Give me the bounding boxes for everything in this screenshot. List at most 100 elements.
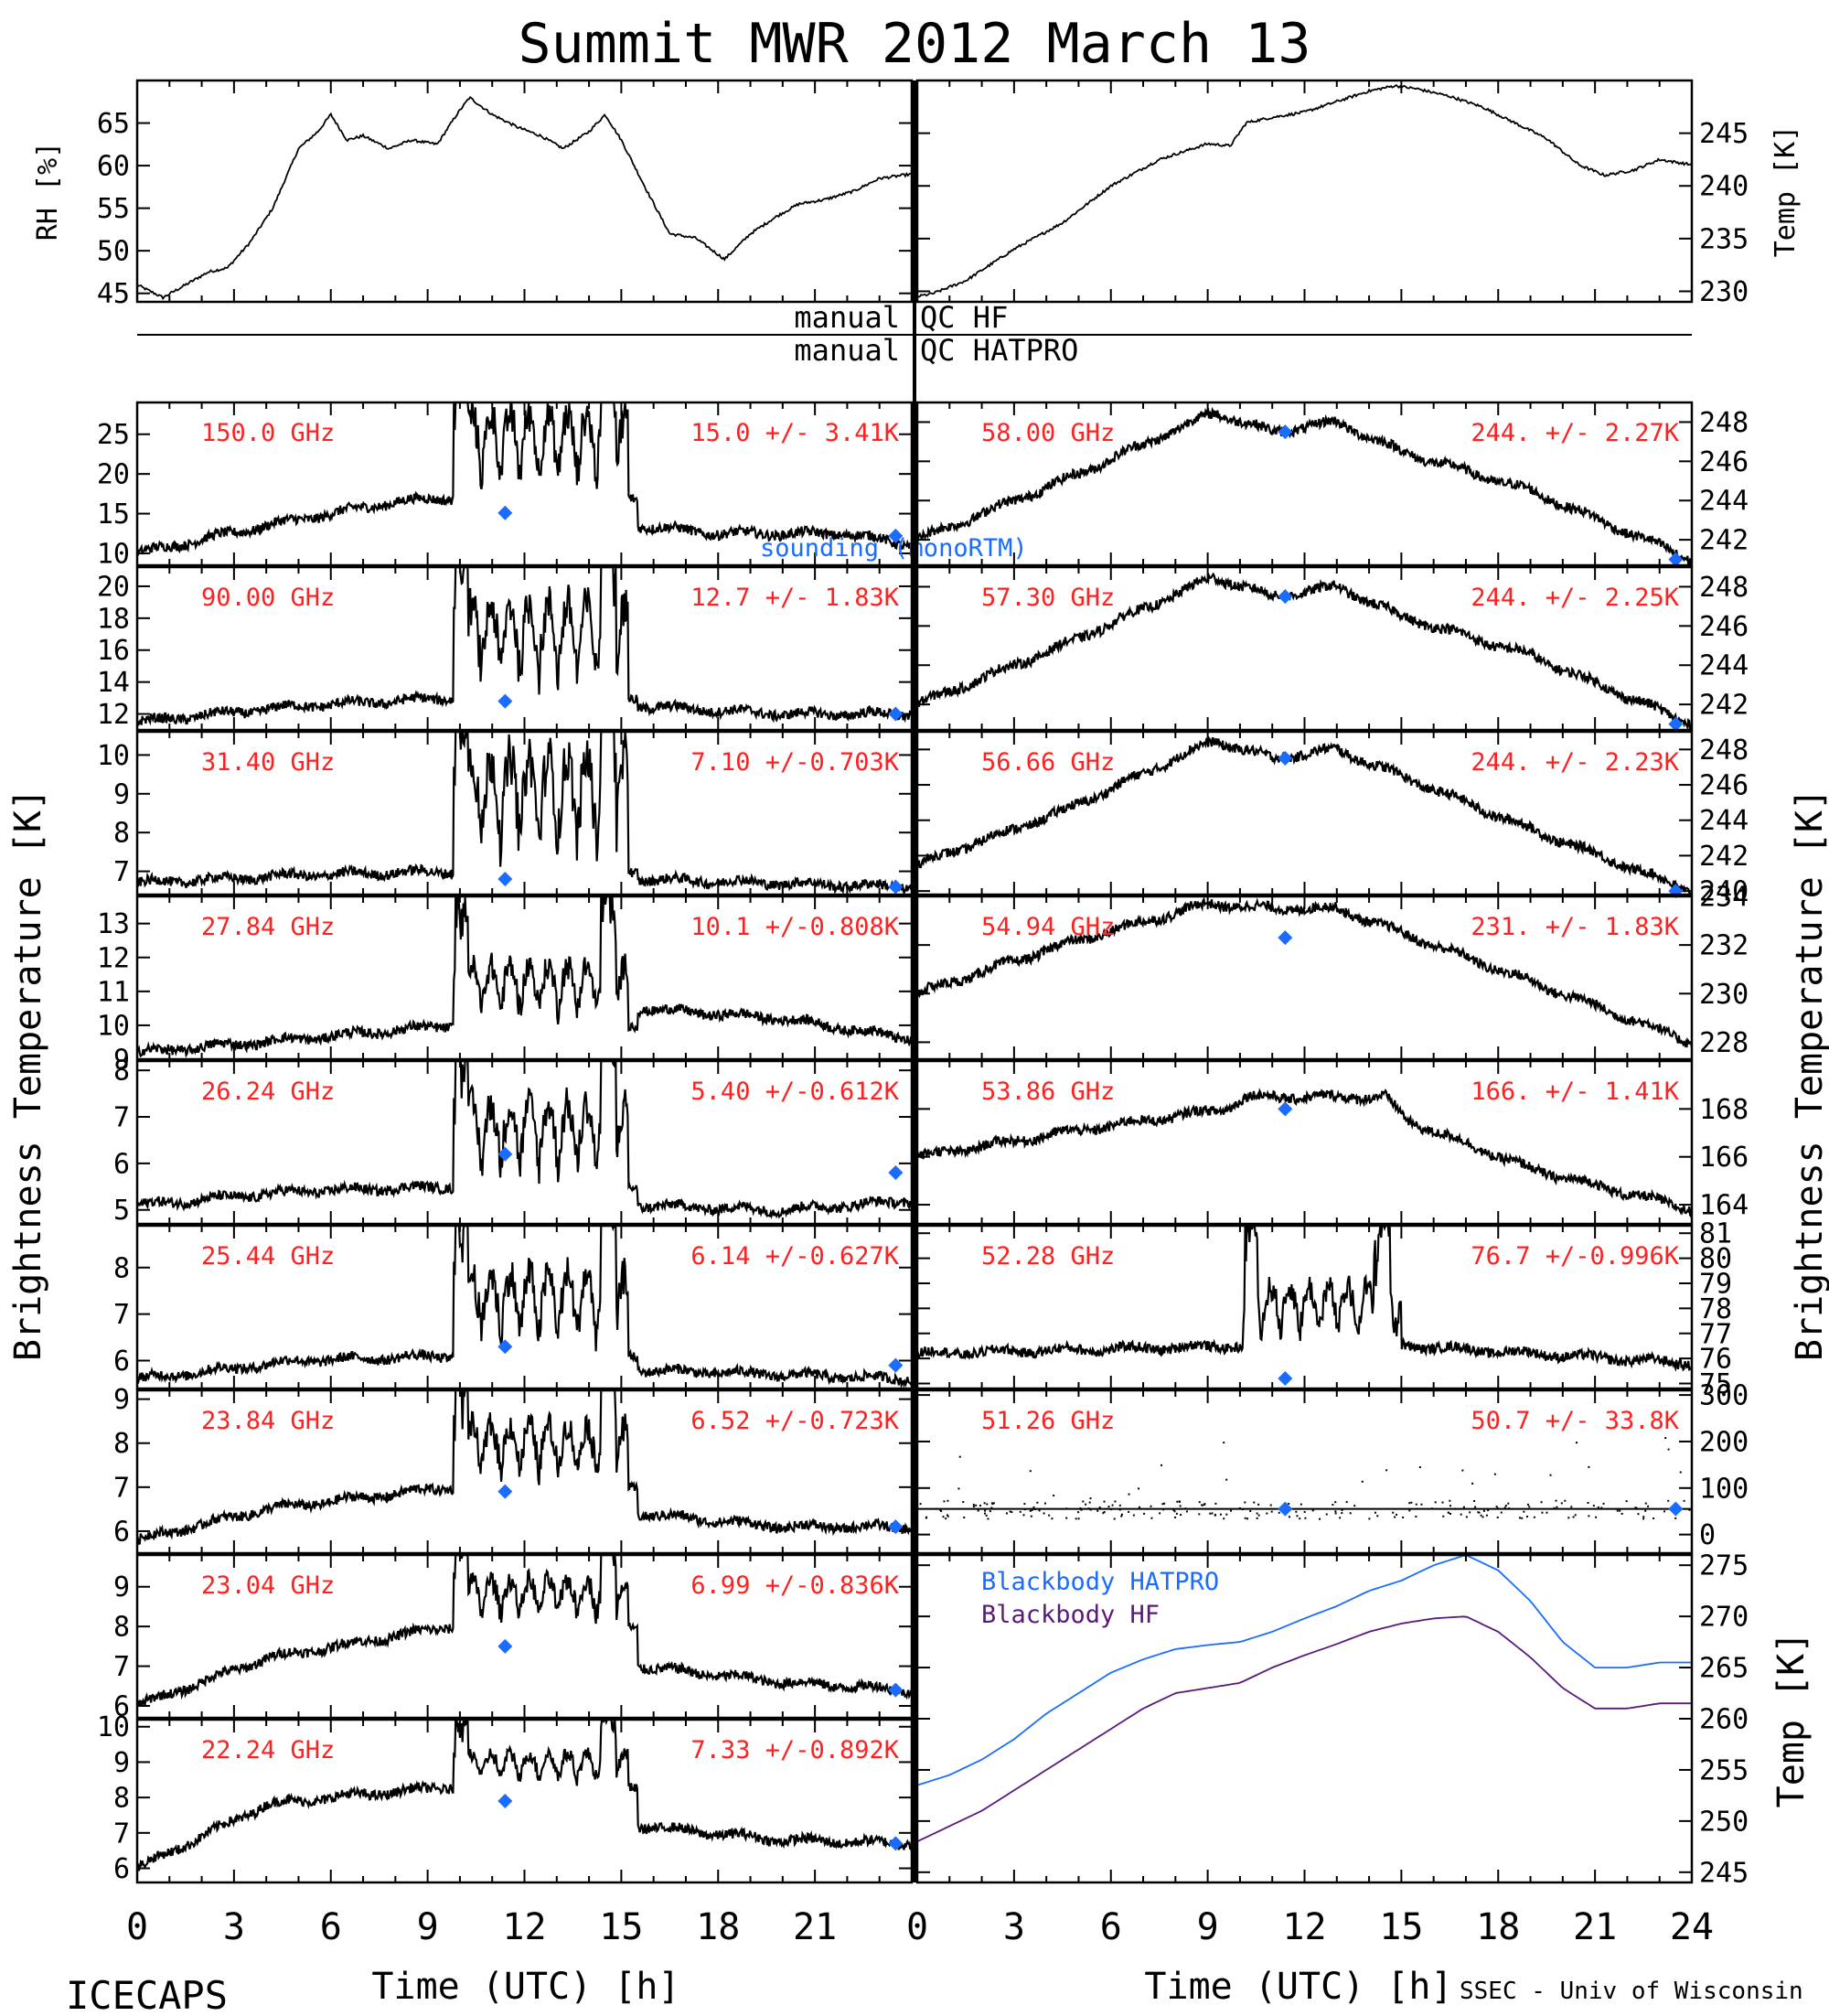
sounding-annotation: sounding (monoRTM) — [760, 534, 1028, 563]
scatter-point — [1477, 1511, 1480, 1514]
panel-hat-53: 164 166 168 53.86 GHz 166. +/- 1.41K — [915, 1061, 1749, 1224]
y-tick-label: 242 — [1699, 690, 1749, 722]
scatter-point — [1019, 1510, 1021, 1513]
channel-stats: 166. +/- 1.41K — [1471, 1078, 1679, 1106]
footer-right: SSEC - Univ of Wisconsin — [1460, 1978, 1803, 2005]
panel-hat-58: 242 244 246 248 58.00 GHz 244. +/- 2.27K — [915, 402, 1749, 567]
channel-stats: 7.10 +/-0.703K — [690, 748, 899, 777]
scatter-point — [1198, 1513, 1201, 1516]
scatter-point — [1667, 1448, 1670, 1451]
scatter-point — [1416, 1507, 1418, 1510]
scatter-point — [1098, 1507, 1101, 1509]
channel-label: 56.66 GHz — [981, 748, 1115, 777]
scatter-point — [1408, 1509, 1411, 1512]
y-tick-label: 13 — [97, 908, 130, 940]
y-tick-label: 230 — [1699, 979, 1749, 1011]
panel-frame — [135, 1059, 914, 1226]
channel-label: 150.0 GHz — [201, 419, 335, 447]
scatter-point — [1449, 1499, 1451, 1502]
sounding-marker — [888, 1165, 904, 1181]
scatter-point — [1576, 1442, 1578, 1444]
scatter-point — [1385, 1469, 1388, 1472]
sounding-marker — [888, 879, 904, 895]
scatter-point — [1339, 1517, 1342, 1519]
y-tick-label: 242 — [1699, 525, 1749, 557]
scatter-point — [1011, 1511, 1013, 1514]
scatter-point — [1103, 1500, 1106, 1503]
scatter-point — [1132, 1514, 1135, 1517]
series-line — [136, 1553, 913, 1707]
y-tick-label: 14 — [97, 667, 130, 699]
scatter-point — [1465, 1516, 1468, 1518]
scatter-point — [1114, 1500, 1117, 1503]
channel-stats: 244. +/- 2.23K — [1471, 748, 1679, 777]
scatter-point — [1053, 1495, 1055, 1497]
panel-temp: 230 235 240 245 Temp [K] — [916, 80, 1802, 308]
x-tick-label: 3 — [223, 1906, 245, 1948]
scatter-point — [1449, 1512, 1452, 1515]
y-tick-label: 9 — [113, 1747, 130, 1779]
panel-ylabel: Temp [K] — [1770, 1632, 1813, 1808]
y-tick-label: 270 — [1699, 1602, 1749, 1634]
channel-label: 58.00 GHz — [981, 419, 1115, 447]
y-tick-label: 240 — [1699, 876, 1749, 908]
scatter-point — [1029, 1470, 1032, 1473]
panel-hat-57: 242 244 246 248 57.30 GHz 244. +/- 2.25K — [915, 567, 1749, 732]
channel-stats: 76.7 +/-0.996K — [1471, 1242, 1679, 1271]
channel-label: 52.28 GHz — [981, 1242, 1115, 1271]
channel-label: 31.40 GHz — [201, 748, 335, 777]
scatter-point — [946, 1514, 948, 1517]
scatter-point — [1161, 1508, 1164, 1511]
scatter-point — [1683, 1499, 1685, 1502]
panel-frame — [915, 1224, 1694, 1390]
y-tick-label: 7 — [113, 1818, 130, 1850]
y-tick-label: 15 — [97, 499, 130, 531]
sounding-marker — [497, 1638, 513, 1654]
scatter-point — [1674, 1517, 1677, 1519]
scatter-point — [1118, 1504, 1121, 1507]
y-tick-label: 248 — [1699, 572, 1749, 604]
channel-label: 90.00 GHz — [201, 584, 335, 612]
scatter-point — [1085, 1503, 1087, 1506]
scatter-point — [1089, 1497, 1092, 1500]
scatter-point — [1163, 1502, 1166, 1505]
scatter-point — [1230, 1509, 1233, 1512]
scatter-point — [1616, 1509, 1619, 1512]
scatter-point — [992, 1502, 995, 1505]
panel-frame — [915, 79, 1694, 304]
channel-stats: 10.1 +/-0.808K — [690, 913, 899, 941]
scatter-point — [1688, 1508, 1691, 1511]
scatter-point — [1203, 1503, 1206, 1506]
scatter-point — [1334, 1501, 1337, 1504]
channel-stats: 12.7 +/- 1.83K — [690, 584, 899, 612]
sounding-marker — [497, 1146, 513, 1162]
y-tick-label: 20 — [97, 459, 130, 491]
scatter-point — [1521, 1517, 1524, 1519]
y-tick-label: 77 — [1699, 1318, 1732, 1350]
scatter-point — [1541, 1511, 1544, 1514]
scatter-point — [1139, 1506, 1141, 1508]
scatter-point — [1635, 1507, 1638, 1509]
series-line — [136, 565, 914, 726]
scatter-point — [1679, 1471, 1682, 1474]
scatter-point — [1474, 1506, 1477, 1508]
scatter-point — [940, 1510, 943, 1513]
y-tick-label: 235 — [1699, 223, 1749, 255]
scatter-point — [991, 1503, 994, 1506]
scatter-point — [1075, 1517, 1077, 1520]
left-ylabel: Brightness Temperature [K] — [7, 788, 49, 1361]
scatter-point — [1620, 1512, 1623, 1515]
y-tick-label: 75 — [1699, 1368, 1732, 1400]
channel-label: 22.24 GHz — [201, 1736, 335, 1764]
series-line — [916, 1554, 1692, 1786]
y-tick-label: 20 — [97, 571, 130, 603]
scatter-point — [1449, 1505, 1451, 1507]
scatter-point — [1376, 1515, 1379, 1517]
y-tick-label: 6 — [113, 1346, 130, 1378]
scatter-point — [1244, 1517, 1246, 1519]
y-tick-label: 55 — [97, 193, 130, 225]
scatter-point — [1637, 1513, 1640, 1516]
scatter-point — [1111, 1504, 1114, 1507]
scatter-point — [1553, 1507, 1556, 1509]
